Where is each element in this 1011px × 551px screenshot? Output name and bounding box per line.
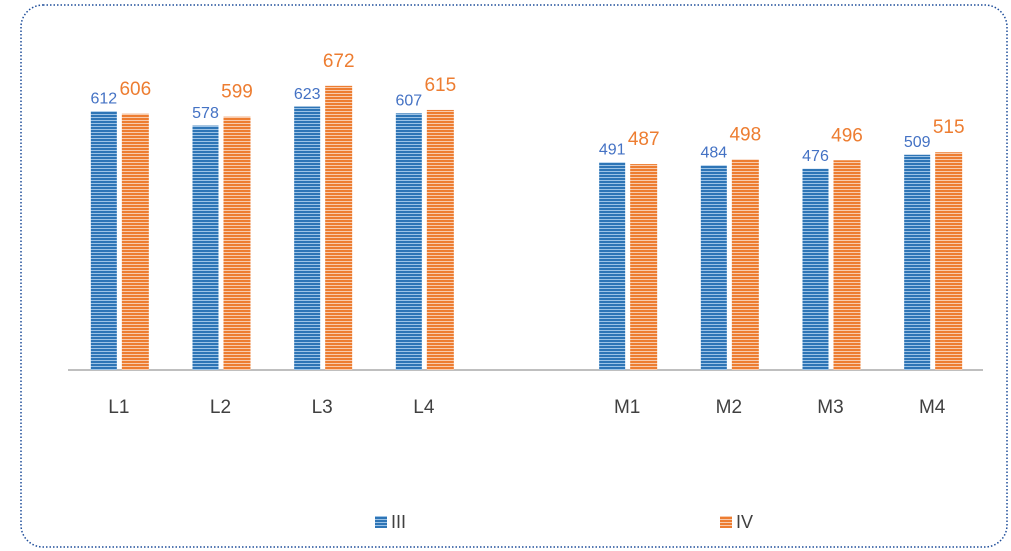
data-label: 599 [221,82,253,103]
x-tick-label: L1 [108,397,129,418]
legend-swatch [375,516,387,528]
data-label: 615 [424,75,456,96]
x-tick-label: L2 [210,397,231,418]
data-label: 612 [90,90,117,107]
bar [294,106,321,370]
data-label: 623 [294,86,321,103]
bar [700,165,727,370]
x-tick-label: M3 [817,397,843,418]
bar [802,168,829,370]
data-label: 509 [904,134,931,151]
bar [630,164,658,370]
bar [833,160,861,370]
bar [223,116,251,370]
legend-label: IV [736,512,753,532]
frame [20,4,1008,548]
x-tick-label: L4 [413,397,435,418]
x-tick-label: M4 [919,397,946,418]
data-label: 484 [700,145,727,162]
bar [731,159,759,370]
bar [904,154,931,370]
legend-swatch [720,516,732,528]
data-label: 496 [831,125,863,146]
bar [121,113,149,371]
data-label: 491 [599,142,626,159]
data-label: 607 [395,93,422,110]
data-label: 476 [802,148,829,165]
bar [192,125,219,371]
data-label: 498 [729,124,761,145]
bar [599,162,626,370]
bar [325,85,353,370]
bar [935,152,963,370]
data-label: 515 [933,117,965,138]
data-label: 487 [628,129,660,150]
x-tick-label: M2 [716,397,742,418]
bar [395,113,422,370]
data-label: 672 [323,51,355,72]
x-tick-label: M1 [614,397,640,418]
bar [426,109,454,370]
x-tick-label: L3 [312,397,333,418]
legend-label: III [391,512,406,532]
bar [90,111,117,370]
data-label: 578 [192,105,219,122]
data-label: 606 [119,79,151,100]
